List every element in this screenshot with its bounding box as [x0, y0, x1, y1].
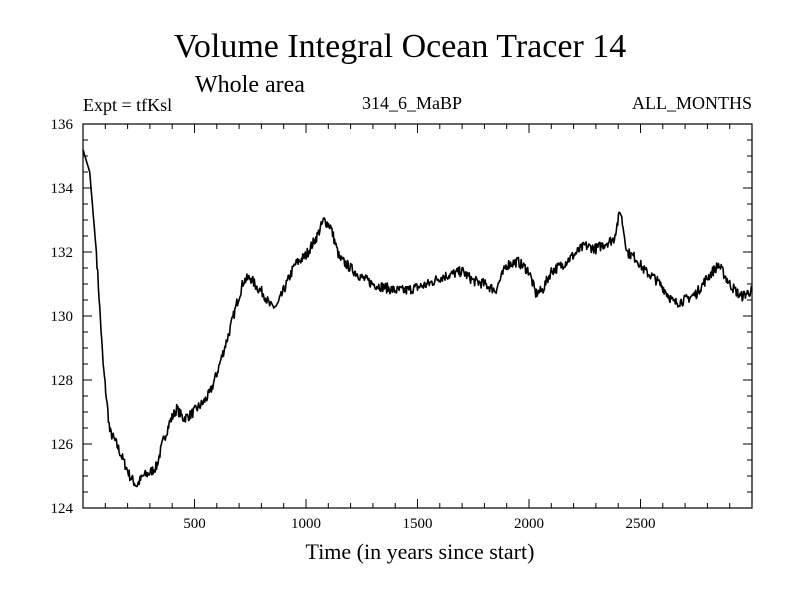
chart-subtitle: Whole area [195, 72, 305, 98]
experiment-label: Expt = tfKsl [83, 95, 173, 115]
series-layer [82, 149, 753, 488]
y-tick-label: 132 [51, 245, 74, 261]
y-tick-label: 136 [51, 117, 74, 133]
x-axis-label: Time (in years since start) [305, 539, 535, 564]
y-tick-label: 124 [51, 501, 74, 517]
plot-frame [82, 123, 753, 509]
y-tick-label: 134 [51, 181, 74, 197]
x-tick-label: 1500 [403, 516, 433, 532]
months-label: ALL_MONTHS [632, 93, 752, 113]
x-tick-label: 500 [183, 516, 206, 532]
x-tick-label: 2500 [626, 516, 656, 532]
data-series-line [82, 149, 753, 488]
y-tick-label: 130 [51, 309, 74, 325]
x-tick-label: 2000 [514, 516, 544, 532]
x-tick-label: 1000 [291, 516, 321, 532]
tick-label-layer: 500 1000 1500 2000 2500 124 126 128 130 132 134 136 [51, 117, 656, 532]
y-tick-label: 126 [51, 437, 74, 453]
y-tick-label: 128 [51, 373, 74, 389]
tick-layer [83, 123, 752, 509]
chart-title: Volume Integral Ocean Tracer 14 [173, 28, 627, 65]
period-label: 314_6_MaBP [362, 93, 463, 113]
